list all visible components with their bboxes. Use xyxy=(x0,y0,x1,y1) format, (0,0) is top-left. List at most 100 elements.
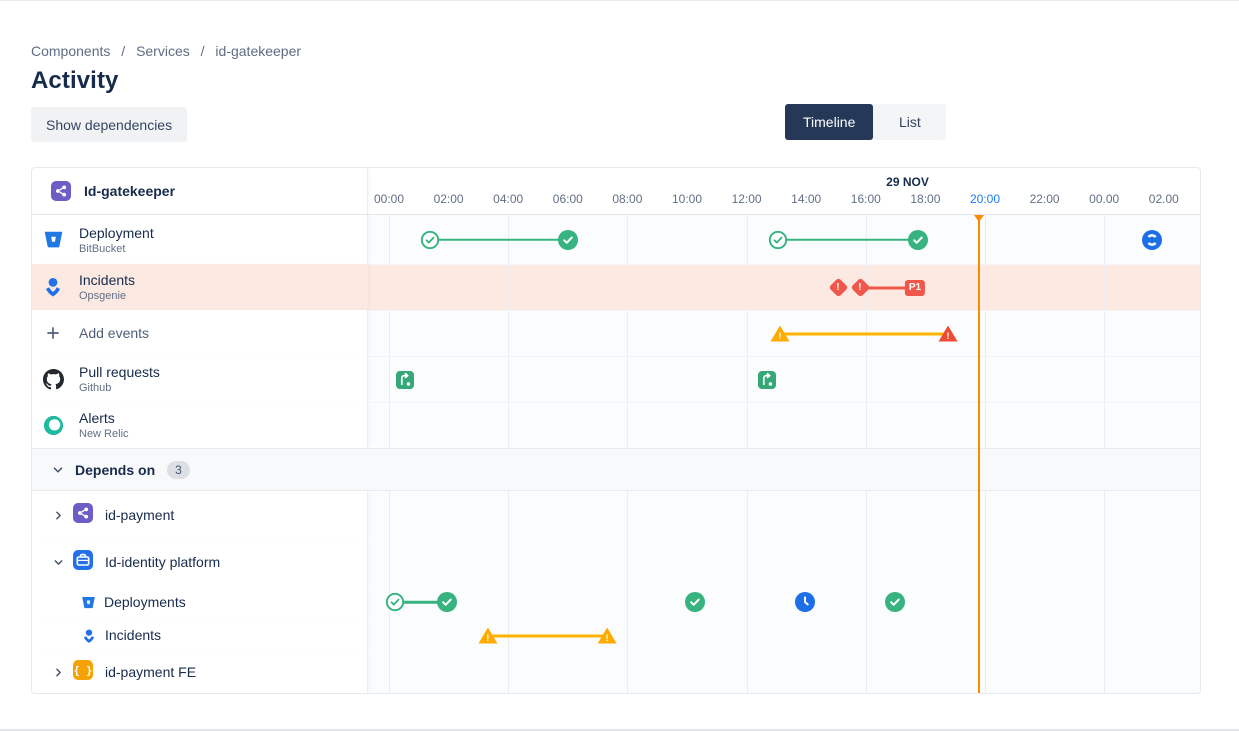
check-filled-icon[interactable] xyxy=(685,592,706,612)
view-toggle: Timeline List xyxy=(785,104,947,140)
check-filled-icon[interactable] xyxy=(557,229,578,250)
chevron-down-icon[interactable] xyxy=(51,463,65,477)
axis-tick: 22:00 xyxy=(1029,192,1060,206)
p1-badge-icon[interactable]: P1 xyxy=(904,279,926,296)
sidebar-item-incidents[interactable]: Incidents Opsgenie xyxy=(32,264,368,310)
id-identity-platform-track[interactable] xyxy=(368,539,1200,585)
gridline xyxy=(985,539,986,585)
add-events-button[interactable]: Add events xyxy=(32,310,368,356)
row-id-payment-fe: { } id-payment FE xyxy=(32,652,1200,693)
alerts-track[interactable] xyxy=(368,402,1200,448)
event-connector xyxy=(777,238,918,241)
triangle-yellow-icon[interactable]: ! xyxy=(478,627,498,644)
breadcrumb-current[interactable]: id-gatekeeper xyxy=(215,43,302,59)
chevron-right-icon[interactable] xyxy=(51,666,65,680)
tab-timeline[interactable]: Timeline xyxy=(785,104,874,140)
gridline xyxy=(985,585,986,619)
sidebar-item-deployment[interactable]: Deployment BitBucket xyxy=(32,215,368,264)
triangle-yellow-icon[interactable]: ! xyxy=(770,325,790,342)
braces-icon: { } xyxy=(73,660,93,685)
id-payment-track[interactable] xyxy=(368,491,1200,539)
breadcrumb-services[interactable]: Services xyxy=(136,43,190,59)
custom-events-track[interactable]: !! xyxy=(368,310,1200,356)
axis-tick: 10:00 xyxy=(671,192,703,206)
check-filled-icon[interactable] xyxy=(907,229,928,250)
gridline xyxy=(508,652,510,693)
gridline xyxy=(985,215,986,264)
opsgenie-icon xyxy=(41,276,65,298)
activity-timeline-panel: Id-gatekeeper 00:00 02:00 04:00 06:00 08:00 1… xyxy=(31,167,1201,694)
gridline xyxy=(1104,403,1106,448)
triangle-yellow-icon[interactable]: ! xyxy=(597,627,617,644)
time-axis[interactable]: 00:00 02:00 04:00 06:00 08:00 10:00 12:00 14:00… xyxy=(368,168,1200,214)
gridline xyxy=(746,652,748,693)
sidebar-item-pull-requests[interactable]: Pull requests Github xyxy=(32,356,368,402)
identity-deployments-track[interactable] xyxy=(368,585,1200,619)
sidebar-item-id-payment[interactable]: id-payment xyxy=(32,491,368,539)
gridline xyxy=(865,491,867,539)
gridline xyxy=(389,652,390,693)
axis-tick: 18:00 xyxy=(910,192,941,206)
axis-tick: 08:00 xyxy=(612,192,643,206)
gridline xyxy=(389,311,390,356)
sidebar-item-id-payment-fe[interactable]: { } id-payment FE xyxy=(32,652,368,693)
pull-request-icon[interactable] xyxy=(396,370,415,389)
axis-tick: 02:00 xyxy=(433,192,464,206)
sidebar-item-id-identity-platform[interactable]: Id-identity platform xyxy=(32,539,368,585)
gridline xyxy=(508,265,510,310)
gridline xyxy=(865,619,867,652)
gridline xyxy=(985,403,986,448)
axis-tick: 02.00 xyxy=(1148,192,1179,206)
breadcrumb-separator: / xyxy=(200,43,205,59)
row-label: Id-identity platform xyxy=(105,553,221,570)
sidebar-item-identity-incidents[interactable]: Incidents xyxy=(32,619,368,652)
deployment-track[interactable] xyxy=(368,215,1200,264)
incident-diamond-icon[interactable]: ! xyxy=(850,277,871,298)
pull-requests-track[interactable] xyxy=(368,356,1200,402)
progress-icon[interactable] xyxy=(1141,229,1162,250)
plus-icon xyxy=(41,325,65,341)
gridline xyxy=(508,403,510,448)
tab-list[interactable]: List xyxy=(873,104,946,140)
gridline xyxy=(985,265,986,310)
gridline xyxy=(746,357,748,402)
gridline xyxy=(746,491,748,539)
axis-tick: 06:00 xyxy=(552,192,583,206)
sidebar-item-identity-deployments[interactable]: Deployments xyxy=(32,585,368,619)
chevron-right-icon[interactable] xyxy=(51,508,65,522)
newrelic-icon xyxy=(41,415,65,436)
triangle-red-icon[interactable]: ! xyxy=(938,325,958,342)
incident-diamond-icon[interactable]: ! xyxy=(828,277,848,298)
axis-tick: 14:00 xyxy=(791,192,822,206)
row-sublabel: Opsgenie xyxy=(79,290,127,302)
row-identity-incidents: Incidents !! xyxy=(32,619,1200,652)
gridline xyxy=(865,652,867,693)
show-dependencies-button[interactable]: Show dependencies xyxy=(31,107,188,142)
clock-icon[interactable] xyxy=(795,592,815,612)
identity-incidents-track[interactable]: !! xyxy=(368,619,1200,652)
check-outline-icon[interactable] xyxy=(420,230,440,249)
depends-on-header[interactable]: Depends on 3 xyxy=(32,449,368,490)
breadcrumb-separator: / xyxy=(121,43,126,59)
pull-request-icon[interactable] xyxy=(757,370,776,389)
chevron-down-icon[interactable] xyxy=(51,555,65,569)
axis-tick: 00.00 xyxy=(1089,192,1120,206)
gridline xyxy=(1104,491,1106,539)
gridline xyxy=(389,215,390,264)
id-payment-fe-track[interactable] xyxy=(368,652,1200,693)
gridline xyxy=(746,311,748,356)
sidebar-item-alerts[interactable]: Alerts New Relic xyxy=(32,402,368,448)
component-name: Id-gatekeeper xyxy=(84,183,176,199)
breadcrumb-components[interactable]: Components xyxy=(31,43,111,59)
check-outline-icon[interactable] xyxy=(385,592,405,612)
row-label: id-payment xyxy=(105,506,175,523)
dependency-count-badge: 3 xyxy=(167,460,190,479)
incidents-track[interactable]: !! P1 xyxy=(368,264,1200,310)
check-outline-icon[interactable] xyxy=(768,230,787,249)
check-filled-icon[interactable] xyxy=(437,592,458,612)
axis-tick: 16:00 xyxy=(850,192,881,206)
row-deployment: Deployment BitBucket xyxy=(32,215,1200,264)
check-filled-icon[interactable] xyxy=(885,592,905,612)
event-connector xyxy=(394,600,448,604)
current-time-marker xyxy=(974,215,985,693)
